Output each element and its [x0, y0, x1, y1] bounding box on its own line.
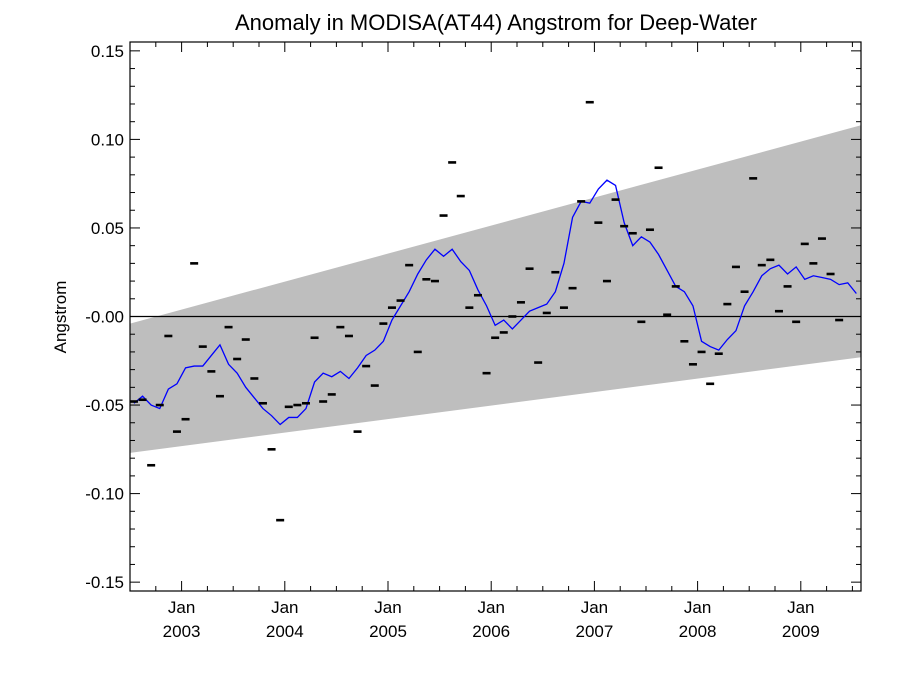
x-tick-month-label: Jan: [581, 598, 608, 617]
trend-band: [130, 125, 861, 453]
chart-title: Anomaly in MODISA(AT44) Angstrom for Dee…: [235, 10, 757, 35]
x-tick-year-label: 2007: [575, 622, 613, 641]
smoothed-series-line: [133, 179, 857, 426]
x-tick-year-label: 2005: [369, 622, 407, 641]
y-tick-label: -0.15: [85, 573, 124, 592]
y-tick-label: 0.15: [91, 42, 124, 61]
plot-area: [129, 100, 861, 522]
axis-ticks: [129, 42, 861, 591]
y-tick-label: 0.10: [91, 130, 124, 149]
x-tick-month-label: Jan: [787, 598, 814, 617]
x-tick-month-label: Jan: [168, 598, 195, 617]
x-tick-year-label: 2008: [679, 622, 717, 641]
axis-tick-labels: -0.15 -0.10 -0.05 -0.00 0.05 0.10 0.15 Jan 2003 J…: [85, 42, 819, 641]
y-axis-label: Angstrom: [51, 281, 70, 354]
x-tick-month-label: Jan: [477, 598, 504, 617]
x-tick-year-label: 2006: [472, 622, 510, 641]
monthly-anomaly-markers: [129, 100, 844, 522]
x-tick-year-label: 2009: [782, 622, 820, 641]
x-tick-year-label: 2004: [266, 622, 304, 641]
x-tick-month-label: Jan: [374, 598, 401, 617]
y-tick-label: -0.00: [85, 308, 124, 327]
x-tick-year-label: 2003: [163, 622, 201, 641]
y-tick-label: -0.10: [85, 485, 124, 504]
x-tick-month-label: Jan: [684, 598, 711, 617]
y-tick-label: -0.05: [85, 396, 124, 415]
x-tick-month-label: Jan: [271, 598, 298, 617]
y-tick-label: 0.05: [91, 219, 124, 238]
